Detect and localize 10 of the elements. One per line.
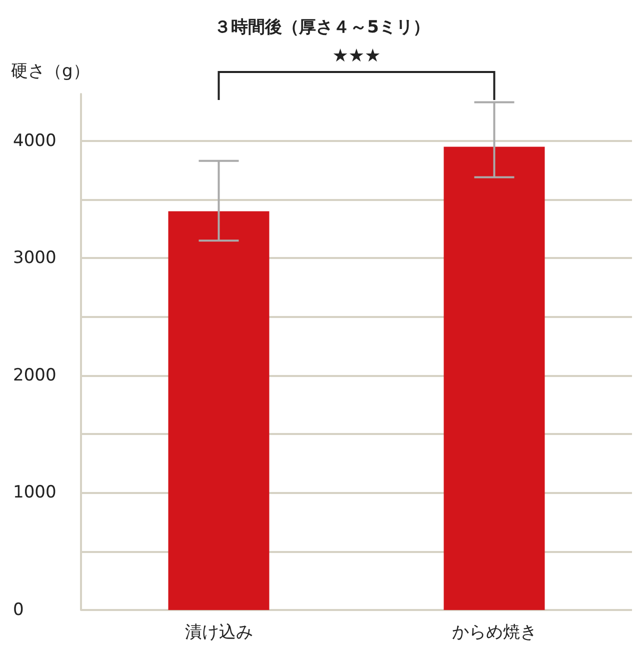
x-tick-label: 漬け込み	[184, 622, 253, 642]
chart-title: ３時間後（厚さ４～5ミリ）	[214, 18, 430, 38]
y-tick-label: 4000	[13, 130, 56, 151]
y-tick-label: 3000	[13, 248, 56, 268]
y-tick-label: 1000	[13, 482, 56, 503]
x-tick-label: からめ焼き	[452, 622, 537, 642]
y-axis-title: 硬さ（g）	[11, 62, 90, 82]
y-tick-label: 0	[13, 600, 24, 620]
text: ★★★	[332, 46, 381, 66]
y-tick-label: 2000	[13, 365, 56, 386]
